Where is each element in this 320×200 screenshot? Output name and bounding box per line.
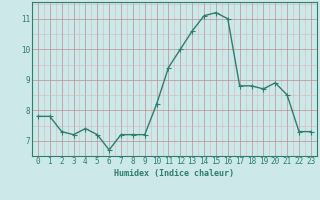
X-axis label: Humidex (Indice chaleur): Humidex (Indice chaleur) (115, 169, 234, 178)
